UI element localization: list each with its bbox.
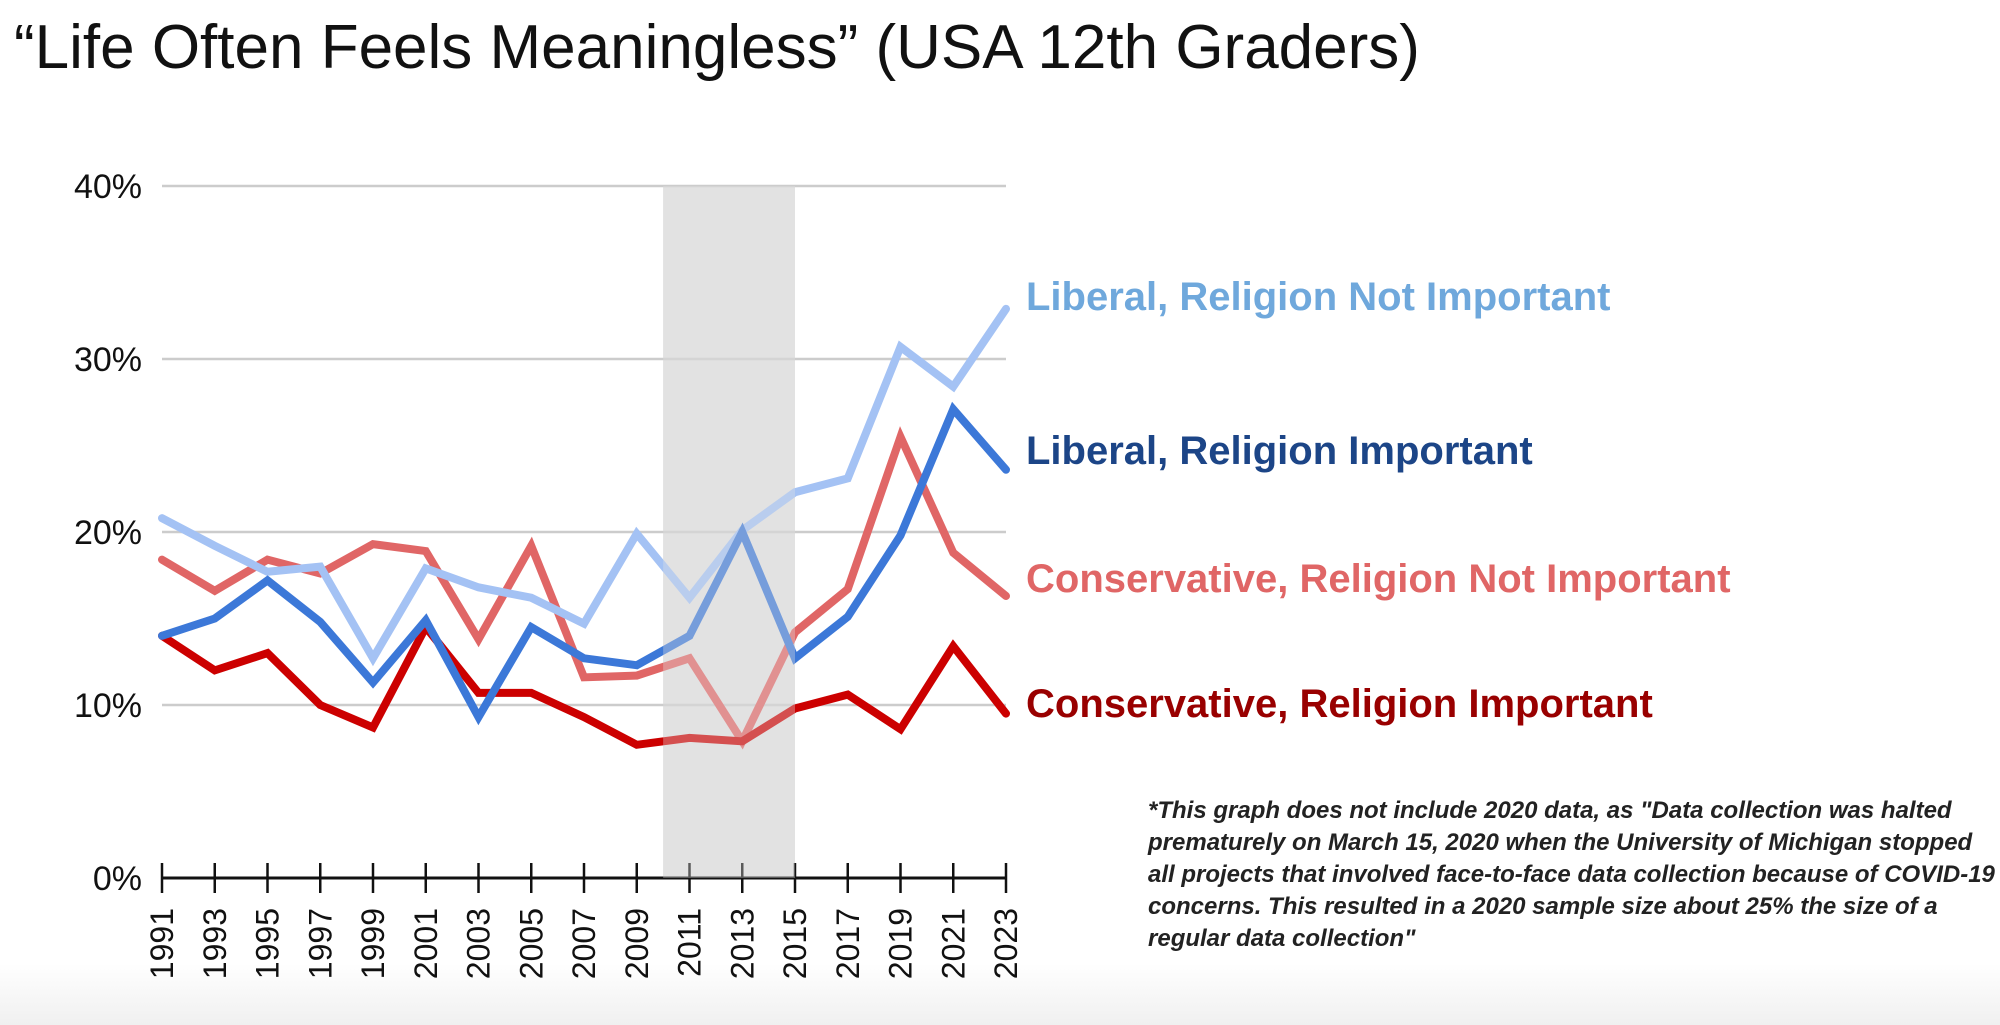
x-tick-label: 1993 bbox=[197, 908, 233, 979]
x-tick-label: 2023 bbox=[988, 908, 1024, 979]
x-tick-label: 2007 bbox=[566, 908, 602, 979]
series-line-1 bbox=[158, 401, 1010, 726]
shaded-region-overlay bbox=[663, 186, 795, 878]
chart-title: “Life Often Feels Meaningless” (USA 12th… bbox=[14, 13, 1420, 82]
x-tick-label: 1991 bbox=[144, 908, 180, 979]
x-tick-label: 2003 bbox=[461, 908, 497, 979]
y-tick-label: 0% bbox=[93, 860, 142, 898]
series-line-2 bbox=[158, 426, 1010, 750]
series-line-3 bbox=[158, 619, 1010, 749]
series-label: Liberal, Religion Important bbox=[1026, 429, 1533, 473]
series-label: Conservative, Religion Important bbox=[1026, 682, 1653, 726]
x-tick-label: 1995 bbox=[250, 908, 286, 979]
x-tick-label: 2001 bbox=[408, 908, 444, 979]
x-tick-label: 2015 bbox=[777, 908, 813, 979]
series-line-0 bbox=[158, 304, 1010, 667]
y-tick-label: 10% bbox=[74, 687, 142, 725]
y-tick-label: 30% bbox=[74, 341, 142, 379]
x-tick-label: 2005 bbox=[513, 908, 549, 979]
x-tick-label: 2011 bbox=[672, 908, 708, 977]
y-tick-label: 20% bbox=[74, 514, 142, 552]
x-tick-label: 2013 bbox=[724, 908, 760, 979]
footnote-text: *This graph does not include 2020 data, … bbox=[1148, 797, 1995, 952]
x-tick-label: 2021 bbox=[935, 908, 971, 979]
x-tick-label: 2019 bbox=[883, 908, 919, 979]
x-tick-label: 1999 bbox=[355, 908, 391, 979]
series-label: Conservative, Religion Not Important bbox=[1026, 557, 1731, 601]
series-label: Liberal, Religion Not Important bbox=[1026, 275, 1610, 319]
x-tick-label: 2009 bbox=[619, 908, 655, 979]
x-tick-label: 1997 bbox=[302, 908, 338, 979]
y-tick-label: 40% bbox=[74, 168, 142, 206]
x-tick-label: 2017 bbox=[830, 908, 866, 979]
